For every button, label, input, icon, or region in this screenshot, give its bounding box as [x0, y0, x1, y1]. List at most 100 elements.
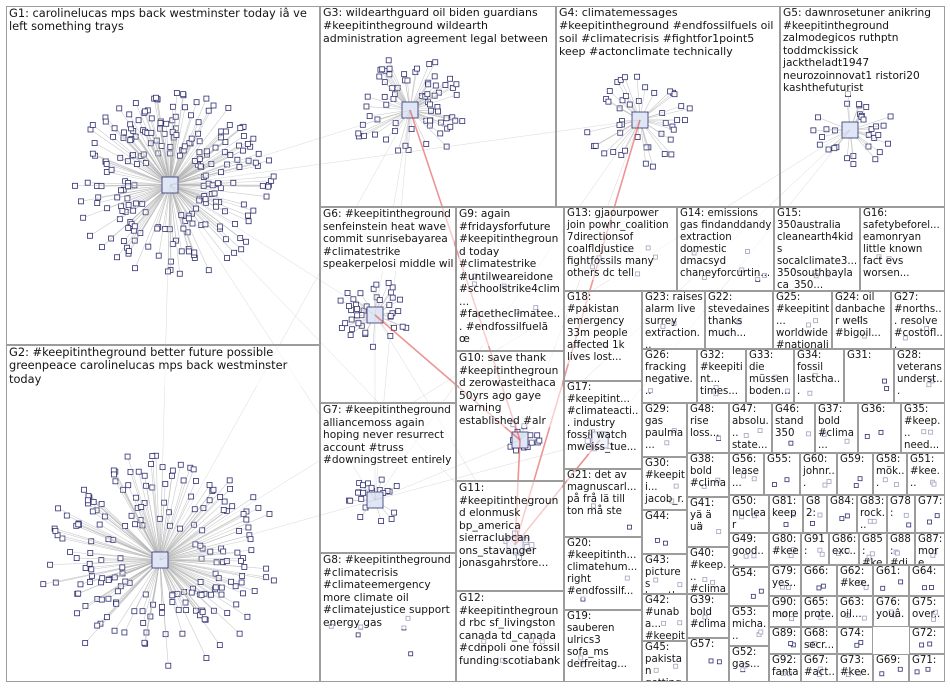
- cluster-label: G24: oil danbacher wells #bigoil...: [835, 292, 889, 341]
- cluster-label: G91:: [804, 534, 827, 559]
- cluster-g81: G81: keep: [769, 495, 803, 533]
- cluster-g53: G53: micha...: [729, 606, 769, 646]
- cluster-label: G92: fanta...: [772, 655, 799, 681]
- cluster-label: G67: #act...: [804, 655, 835, 681]
- cluster-g12: G12: #keepitintheground rbc sf_livingsto…: [456, 591, 564, 682]
- cluster-label: G63: oil...: [840, 597, 871, 622]
- cluster-label: G45: pakistan getting...: [645, 642, 685, 681]
- cluster-g36: G36:: [858, 403, 901, 453]
- cluster-g29: G29: gas paulma...: [642, 403, 687, 457]
- cluster-label: G49: good...: [732, 534, 767, 566]
- cluster-label: G38: bold #clima...: [690, 454, 727, 496]
- cluster-label: G10: save thank #keepitintheground zerow…: [459, 352, 562, 427]
- cluster-g78: G78:: [887, 495, 915, 533]
- cluster-label: G72:: [912, 628, 943, 641]
- cluster-label: G76: youâ...: [876, 597, 907, 626]
- cluster-label: G55:: [767, 454, 798, 467]
- cluster-g32: G32: #keepitint... times...: [697, 349, 746, 403]
- cluster-label: G18: #pakistan emergency 33m people affe…: [567, 292, 640, 365]
- cluster-g10: G10: save thank #keepitintheground zerow…: [456, 351, 564, 481]
- cluster-g71: G71:: [909, 654, 945, 682]
- cluster-g25: G25: #keepitint... worldwide #nationali.…: [773, 291, 832, 349]
- cluster-label: G60: johnr...: [803, 454, 835, 491]
- cluster-label: G57:: [690, 639, 727, 652]
- cluster-label: G21: det av magnuscarl... på frå lä till…: [567, 470, 640, 519]
- cluster-g58: G58: mök...: [873, 453, 907, 495]
- cluster-g69: G69:: [873, 654, 909, 682]
- cluster-g2: G2: #keepitintheground better future pos…: [6, 345, 320, 682]
- cluster-g86: G86: exc...: [829, 533, 859, 565]
- cluster-label: G8: #keepitintheground #climatecrisis #c…: [323, 554, 454, 629]
- cluster-label: G39: bold #clima...: [690, 595, 727, 637]
- cluster-g20: G20: #keepitinth... climatehum... right …: [564, 537, 642, 610]
- cluster-g66: G66:: [801, 565, 837, 596]
- cluster-label: G88: #di...: [890, 534, 913, 564]
- cluster-label: G31:: [847, 350, 892, 363]
- cluster-label: G89:: [772, 628, 799, 641]
- cluster-g85: G85: #kee...: [859, 533, 887, 565]
- cluster-label: G35: #keep... need...: [904, 404, 943, 452]
- cluster-label: G90: more: [772, 597, 799, 622]
- cluster-g14: G14: emissions gas findanddandy extracti…: [677, 207, 774, 291]
- cluster-g51: G51: #kee...: [907, 453, 945, 495]
- cluster-label: G86: exc...: [832, 534, 857, 564]
- cluster-label: G66:: [804, 566, 835, 579]
- cluster-label: G7: #keepitintheground alliancemoss agai…: [323, 404, 454, 467]
- cluster-label: G1: carolinelucas mps back westminster t…: [9, 7, 318, 34]
- cluster-g47: G47: absolu... state...: [729, 403, 772, 453]
- cluster-label: G12: #keepitintheground rbc sf_livingsto…: [459, 592, 562, 667]
- cluster-label: G32: #keepitint... times...: [700, 350, 744, 399]
- cluster-g39: G39: bold #clima...: [687, 594, 729, 638]
- cluster-g40: G40: #keep... #clima...: [687, 547, 729, 594]
- cluster-g79: G79: yes...: [769, 565, 801, 596]
- cluster-g8: G8: #keepitintheground #climatecrisis #c…: [320, 553, 456, 682]
- cluster-label: G54:: [732, 568, 767, 581]
- cluster-label: G85: #kee...: [862, 534, 885, 564]
- cluster-label: G75: over...: [912, 597, 943, 626]
- cluster-g52: G52: gas...: [729, 646, 769, 682]
- cluster-label: G4: climatemessages #keepitintheground #…: [559, 7, 778, 59]
- cluster-g46: G46: stand 350: [772, 403, 815, 453]
- cluster-g23: G23: raises alarm live surrey extraction…: [642, 291, 705, 349]
- cluster-g56: G56: lease...: [729, 453, 764, 495]
- cluster-g61: G61:: [873, 565, 909, 596]
- cluster-g73: G73: #kee...: [837, 654, 873, 682]
- cluster-label: G15: 350australia cleanearth4kids socalc…: [777, 208, 858, 291]
- cluster-label: G28: veterans underst...: [897, 350, 943, 399]
- cluster-g35: G35: #keep... need...: [901, 403, 945, 453]
- cluster-label: G36:: [861, 404, 899, 417]
- cluster-g45: G45: pakistan getting...: [642, 641, 687, 682]
- cluster-g43: G43: pictures heartbr...: [642, 554, 687, 594]
- cluster-g30: G30: #keepiti... jacob_r...: [642, 457, 687, 510]
- cluster-g60: G60: johnr...: [800, 453, 837, 495]
- cluster-label: G25: #keepitint... worldwide #nationali.…: [776, 292, 830, 348]
- cluster-label: G68: secr...: [804, 628, 835, 653]
- cluster-label: G22: stevedaines thanks much...: [708, 292, 771, 341]
- cluster-g65: G65: prote...: [801, 596, 837, 627]
- cluster-g19: G19: sauberen ulrics3 sofa_ms derfreitag…: [564, 610, 642, 682]
- cluster-g64: G64:: [909, 565, 945, 596]
- cluster-label: G14: emissions gas findanddandy extracti…: [680, 208, 772, 281]
- cluster-label: G62: #kee...: [840, 566, 871, 595]
- cluster-g80: G80: #kee...: [769, 533, 801, 565]
- cluster-g16: G16: safetybeforel... eamonryan little k…: [860, 207, 945, 291]
- cluster-label: G20: #keepitinth... climatehum... right …: [567, 538, 640, 599]
- cluster-g28: G28: veterans underst...: [894, 349, 945, 403]
- cluster-label: G48: rise loss...: [690, 404, 727, 441]
- cluster-label: G43: pictures heartbr...: [645, 555, 685, 593]
- cluster-label: G40: #keep... #clima...: [690, 548, 727, 593]
- cluster-label: G84:: [830, 496, 855, 509]
- cluster-g4: G4: climatemessages #keepitintheground #…: [556, 6, 780, 207]
- cluster-label: G58: mök...: [876, 454, 905, 491]
- cluster-label: G5: dawnrosetuner anikring #keepitintheg…: [783, 7, 943, 95]
- cluster-label: G42: #unaba... #keepiti...: [645, 595, 685, 640]
- cluster-label: G23: raises alarm live surrey extraction…: [645, 292, 703, 348]
- cluster-g22: G22: stevedaines thanks much...: [705, 291, 773, 349]
- cluster-label: G52: gas...: [732, 647, 767, 672]
- cluster-g92: G92: fanta...: [769, 654, 801, 682]
- cluster-label: G19: sauberen ulrics3 sofa_ms derfreitag…: [567, 611, 640, 672]
- cluster-label: G29: gas paulma...: [645, 404, 685, 453]
- cluster-g84: G84:: [827, 495, 857, 533]
- cluster-label: G83: rock...: [860, 496, 885, 532]
- cluster-g82: G82:: [803, 495, 827, 533]
